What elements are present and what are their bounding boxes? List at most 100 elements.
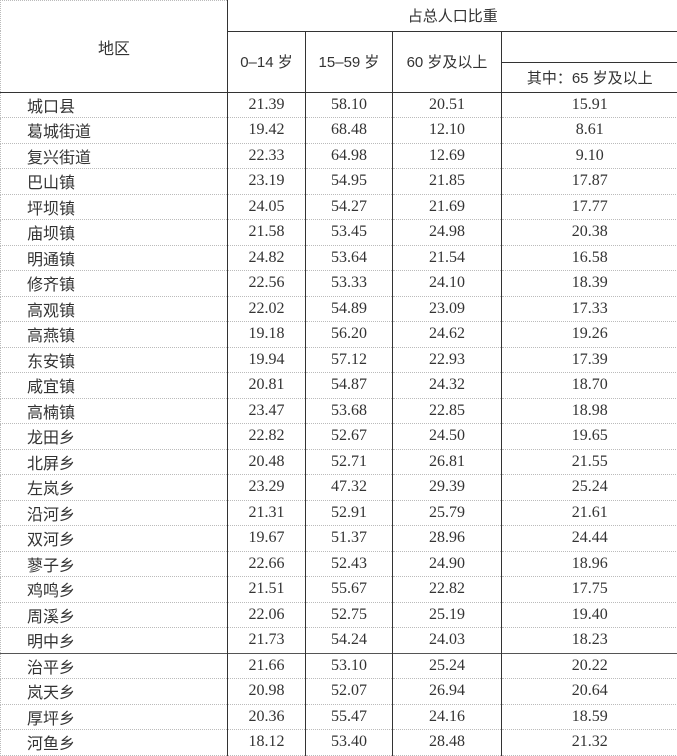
header-15-59: 15–59 岁 (305, 31, 393, 93)
value-cell: 24.10 (392, 270, 502, 297)
region-name: 岚天乡 (0, 678, 228, 705)
table-row: 高楠镇 23.47 53.68 22.85 18.98 (0, 398, 677, 424)
value-cell: 54.95 (305, 168, 393, 195)
value-cell: 52.75 (305, 602, 393, 628)
region-name: 复兴街道 (0, 143, 228, 169)
region-name: 周溪乡 (0, 602, 228, 628)
region-name: 坪坝镇 (0, 194, 228, 220)
value-cell: 25.24 (392, 652, 502, 679)
value-cell: 53.33 (305, 270, 393, 297)
table-row: 沿河乡 21.31 52.91 25.79 21.61 (0, 500, 677, 526)
value-cell: 21.51 (227, 576, 306, 603)
region-name: 双河乡 (0, 525, 228, 552)
region-name: 河鱼乡 (0, 729, 228, 756)
value-cell: 52.67 (305, 423, 393, 450)
table-row: 岚天乡 20.98 52.07 26.94 20.64 (0, 678, 677, 705)
value-cell: 23.29 (227, 474, 306, 501)
value-cell: 21.85 (392, 168, 502, 195)
value-cell: 22.85 (392, 398, 502, 424)
value-cell: 8.61 (501, 117, 677, 144)
region-name: 沿河乡 (0, 500, 228, 526)
region-name: 葛城街道 (0, 117, 228, 144)
value-cell: 12.69 (392, 143, 502, 169)
value-cell: 22.82 (392, 576, 502, 603)
table-row: 双河乡 19.67 51.37 28.96 24.44 (0, 525, 677, 552)
value-cell: 20.51 (392, 92, 502, 118)
value-cell: 20.64 (501, 678, 677, 705)
value-cell: 53.10 (305, 652, 393, 679)
value-cell: 15.91 (501, 92, 677, 118)
value-cell: 58.10 (305, 92, 393, 118)
value-cell: 64.98 (305, 143, 393, 169)
value-cell: 20.22 (501, 652, 677, 679)
table-row: 葛城街道 19.42 68.48 12.10 8.61 (0, 117, 677, 144)
region-name: 治平乡 (0, 652, 228, 679)
value-cell: 53.45 (305, 219, 393, 246)
header-65plus: 其中：65 岁及以上 (501, 62, 677, 93)
value-cell: 21.61 (501, 500, 677, 526)
value-cell: 20.48 (227, 449, 306, 475)
table-row: 明通镇 24.82 53.64 21.54 16.58 (0, 245, 677, 271)
table-row: 周溪乡 22.06 52.75 25.19 19.40 (0, 602, 677, 628)
value-cell: 17.75 (501, 576, 677, 603)
table-row: 治平乡 21.66 53.10 25.24 20.22 (0, 652, 677, 679)
value-cell: 26.81 (392, 449, 502, 475)
value-cell: 19.40 (501, 602, 677, 628)
header-65plus-spacer (501, 31, 677, 63)
table-row: 北屏乡 20.48 52.71 26.81 21.55 (0, 449, 677, 475)
value-cell: 21.66 (227, 652, 306, 679)
value-cell: 18.98 (501, 398, 677, 424)
value-cell: 16.58 (501, 245, 677, 271)
value-cell: 23.19 (227, 168, 306, 195)
region-name: 北屏乡 (0, 449, 228, 475)
table-row: 明中乡 21.73 54.24 24.03 18.23 (0, 627, 677, 654)
value-cell: 21.31 (227, 500, 306, 526)
value-cell: 24.98 (392, 219, 502, 246)
value-cell: 28.96 (392, 525, 502, 552)
value-cell: 24.90 (392, 551, 502, 577)
value-cell: 56.20 (305, 321, 393, 348)
value-cell: 18.23 (501, 627, 677, 654)
table-row: 鸡鸣乡 21.51 55.67 22.82 17.75 (0, 576, 677, 603)
value-cell: 18.70 (501, 372, 677, 399)
value-cell: 19.94 (227, 347, 306, 373)
value-cell: 19.42 (227, 117, 306, 144)
value-cell: 18.96 (501, 551, 677, 577)
value-cell: 22.93 (392, 347, 502, 373)
value-cell: 47.32 (305, 474, 393, 501)
value-cell: 54.24 (305, 627, 393, 654)
value-cell: 19.26 (501, 321, 677, 348)
table-row: 巴山镇 23.19 54.95 21.85 17.87 (0, 168, 677, 195)
value-cell: 17.77 (501, 194, 677, 220)
region-name: 高楠镇 (0, 398, 228, 424)
value-cell: 17.33 (501, 296, 677, 322)
region-name: 城口县 (0, 92, 228, 118)
value-cell: 18.59 (501, 704, 677, 730)
value-cell: 51.37 (305, 525, 393, 552)
value-cell: 57.12 (305, 347, 393, 373)
value-cell: 26.94 (392, 678, 502, 705)
region-name: 咸宜镇 (0, 372, 228, 399)
value-cell: 22.06 (227, 602, 306, 628)
value-cell: 21.54 (392, 245, 502, 271)
value-cell: 22.66 (227, 551, 306, 577)
table-row: 高燕镇 19.18 56.20 24.62 19.26 (0, 321, 677, 348)
value-cell: 24.16 (392, 704, 502, 730)
table-row: 庙坝镇 21.58 53.45 24.98 20.38 (0, 219, 677, 246)
value-cell: 22.33 (227, 143, 306, 169)
region-name: 东安镇 (0, 347, 228, 373)
value-cell: 54.87 (305, 372, 393, 399)
value-cell: 19.18 (227, 321, 306, 348)
region-name: 高燕镇 (0, 321, 228, 348)
value-cell: 21.58 (227, 219, 306, 246)
value-cell: 21.69 (392, 194, 502, 220)
value-cell: 24.32 (392, 372, 502, 399)
value-cell: 20.81 (227, 372, 306, 399)
value-cell: 22.02 (227, 296, 306, 322)
header-60plus: 60 岁及以上 (392, 31, 502, 93)
value-cell: 53.68 (305, 398, 393, 424)
header-group: 占总人口比重 (227, 0, 677, 32)
header-0-14: 0–14 岁 (227, 31, 306, 93)
value-cell: 55.67 (305, 576, 393, 603)
